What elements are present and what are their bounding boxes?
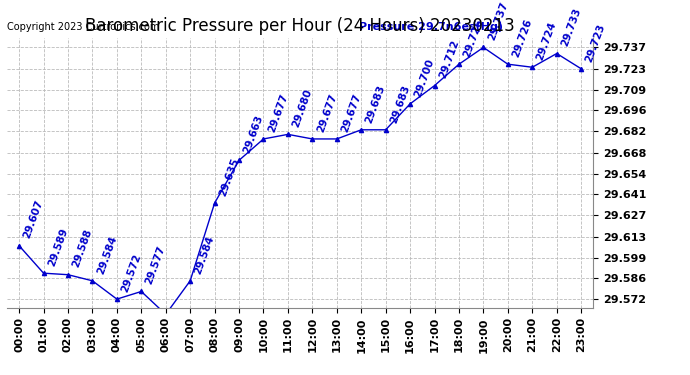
Text: 29.677: 29.677: [266, 92, 290, 134]
Text: 29.589: 29.589: [46, 226, 70, 268]
Text: 29.663: 29.663: [241, 114, 265, 155]
Text: 29.726: 29.726: [511, 17, 534, 58]
Text: 29.572: 29.572: [119, 252, 143, 294]
Title: Barometric Pressure per Hour (24 Hours) 20230213: Barometric Pressure per Hour (24 Hours) …: [86, 16, 515, 34]
Text: 29.726: 29.726: [462, 17, 485, 58]
Text: 29.712: 29.712: [437, 39, 460, 80]
Text: 29.577: 29.577: [144, 244, 167, 286]
Text: 29.584: 29.584: [193, 234, 216, 275]
Text: 29.607: 29.607: [22, 199, 45, 240]
Text: 29.683: 29.683: [364, 83, 387, 124]
Text: Copyright 2023 Curtronics.com: Copyright 2023 Curtronics.com: [7, 22, 159, 32]
Text: 29.588: 29.588: [71, 228, 94, 269]
Text: 29.733: 29.733: [560, 7, 582, 48]
Text: 29.700: 29.700: [413, 57, 436, 98]
Text: 29.680: 29.680: [290, 88, 314, 129]
Text: 29.635: 29.635: [217, 156, 241, 198]
Text: 29.723: 29.723: [584, 22, 607, 63]
Text: 29.562: 29.562: [0, 374, 1, 375]
Text: 29.724: 29.724: [535, 20, 558, 62]
Text: 29.677: 29.677: [339, 92, 363, 134]
Text: Pressure 29.7n6es(Hg): Pressure 29.7n6es(Hg): [359, 22, 503, 32]
Text: 29.677: 29.677: [315, 92, 338, 134]
Text: 29.683: 29.683: [388, 83, 411, 124]
Text: 29.737: 29.737: [486, 0, 509, 42]
Text: 29.584: 29.584: [95, 234, 119, 275]
